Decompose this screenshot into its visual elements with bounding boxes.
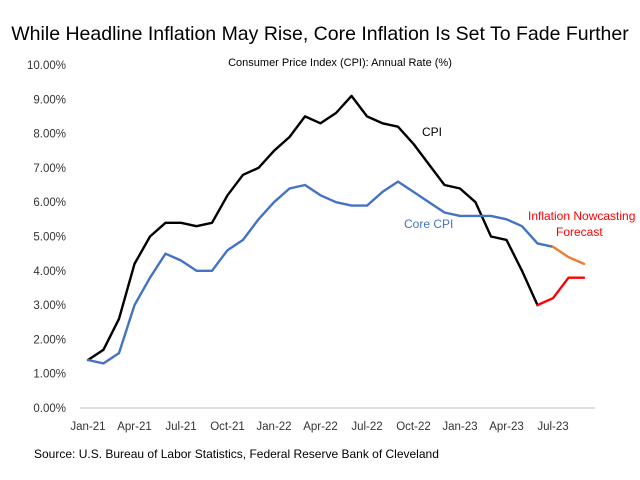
x-tick-label: Apr-23 — [489, 421, 524, 433]
y-tick-label: 1.00% — [33, 369, 66, 381]
annotation-nowcast-line2: Forecast — [556, 225, 603, 239]
y-tick-label: 2.00% — [33, 334, 66, 346]
x-tick-label: Apr-22 — [303, 421, 338, 433]
x-tick-label: Jul-22 — [351, 421, 382, 433]
y-tick-label: 6.00% — [33, 197, 66, 209]
y-tick-label: 4.00% — [33, 266, 66, 278]
x-tick-label: Jul-21 — [165, 421, 196, 433]
y-axis: 0.00% 1.00% 2.00% 3.00% 4.00% 5.00% 6.00% 7.00%… — [27, 60, 66, 415]
x-tick-label: Jul-23 — [537, 421, 568, 433]
chart-title: While Headline Inflation May Rise, Core … — [11, 23, 629, 45]
y-tick-label: 7.00% — [33, 163, 66, 175]
x-axis: Jan-21 Apr-21 Jul-21 Oct-21 Jan-22 Apr-22 Jul-… — [70, 421, 568, 433]
y-tick-label: 5.00% — [33, 232, 66, 244]
x-tick-label: Oct-22 — [396, 421, 431, 433]
chart-source: Source: U.S. Bureau of Labor Statistics,… — [34, 447, 439, 461]
x-tick-label: Apr-21 — [117, 421, 152, 433]
annotation-cpi: CPI — [422, 125, 442, 139]
x-tick-label: Jan-21 — [70, 421, 105, 433]
annotation-nowcast-line1: Inflation Nowcasting — [528, 209, 635, 223]
y-tick-label: 9.00% — [33, 94, 66, 106]
y-tick-label: 3.00% — [33, 300, 66, 312]
series-line-core-cpi — [86, 180, 555, 365]
y-tick-label: 8.00% — [33, 129, 66, 141]
x-tick-label: Oct-21 — [210, 421, 245, 433]
series-line-cpi — [86, 94, 539, 362]
chart-subtitle: Consumer Price Index (CPI): Annual Rate … — [228, 57, 452, 69]
y-tick-label: 10.00% — [27, 60, 66, 72]
x-tick-label: Jan-22 — [256, 421, 291, 433]
series-layer — [86, 94, 586, 365]
series-line-core-cpi-nowcast — [551, 245, 586, 266]
y-tick-label: 0.00% — [33, 403, 66, 415]
series-line-cpi-nowcast — [536, 276, 586, 307]
annotation-core-cpi: Core CPI — [404, 217, 453, 231]
x-tick-label: Jan-23 — [442, 421, 477, 433]
